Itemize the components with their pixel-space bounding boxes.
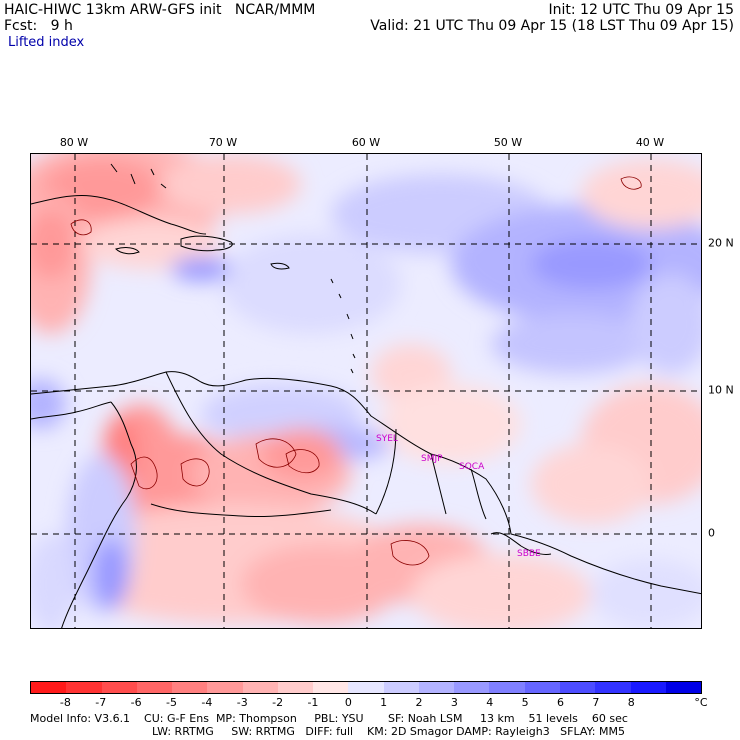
colorbar-swatch [313, 682, 349, 693]
forecast-hour: Fcst: 9 h [4, 18, 73, 34]
colorbar-tick-label: 5 [521, 696, 529, 709]
colorbar-unit: °C [694, 696, 708, 709]
colorbar-swatch [489, 682, 525, 693]
colorbar-swatch [595, 682, 631, 693]
colorbar-swatch [31, 682, 67, 693]
init-time: Init: 12 UTC Thu 09 Apr 15 [548, 2, 734, 18]
colorbar-tick-label: -4 [201, 696, 213, 709]
map-canvas: SYEL SMJP SOCA SBBE [31, 154, 701, 628]
lon-label-70w: 70 W [208, 136, 238, 149]
colorbar-tick-label: 1 [380, 696, 388, 709]
field-name: Lifted index [8, 35, 85, 50]
colorbar-swatch [630, 682, 666, 693]
colorbar-tick-label: -6 [130, 696, 142, 709]
lon-label-40w: 40 W [635, 136, 665, 149]
colorbar-tick-label: -8 [59, 696, 71, 709]
colorbar-tick-label: 3 [450, 696, 458, 709]
station-smjp: SMJP [421, 454, 443, 464]
colorbar-tick-label: 2 [415, 696, 423, 709]
lat-label-0: 0 [708, 526, 715, 540]
colorbar-swatch [383, 682, 419, 693]
lifted-index-map: SYEL SMJP SOCA SBBE [30, 153, 702, 629]
lon-label-50w: 50 W [493, 136, 523, 149]
colorbar-swatch [172, 682, 208, 693]
colorbar-tick-label: -1 [307, 696, 319, 709]
colorbar-tick-label: 0 [344, 696, 352, 709]
colorbar-swatch [277, 682, 314, 693]
lat-label-10n: 10 N [708, 383, 734, 397]
colorbar-swatch [66, 682, 102, 693]
colorbar [30, 681, 702, 694]
model-info-line2: LW: RRTMG SW: RRTMG DIFF: full KM: 2D Sm… [152, 725, 625, 738]
colorbar-swatch [101, 682, 137, 693]
colorbar-tick-label: -3 [236, 696, 248, 709]
colorbar-tick-label: 4 [486, 696, 494, 709]
colorbar-swatch [524, 682, 560, 693]
station-sbbe: SBBE [517, 549, 541, 559]
colorbar-tick-label: -2 [272, 696, 284, 709]
colorbar-tick-label: -7 [95, 696, 107, 709]
colorbar-swatch [136, 682, 173, 693]
station-syel: SYEL [376, 434, 398, 444]
lat-label-20n: 20 N [708, 236, 734, 250]
colorbar-swatch [207, 682, 243, 693]
model-title: HAIC-HIWC 13km ARW-GFS init NCAR/MMM [4, 2, 316, 18]
colorbar-swatch [454, 682, 490, 693]
colorbar-swatch [418, 682, 455, 693]
valid-time: Valid: 21 UTC Thu 09 Apr 15 (18 LST Thu … [370, 18, 734, 34]
model-info-line1: Model Info: V3.6.1 CU: G-F Ens MP: Thomp… [30, 712, 628, 725]
colorbar-swatch [242, 682, 278, 693]
station-soca: SOCA [459, 462, 485, 472]
colorbar-tick-label: 8 [627, 696, 635, 709]
colorbar-tick-label: 7 [592, 696, 600, 709]
lon-label-60w: 60 W [351, 136, 381, 149]
colorbar-tick-label: 6 [557, 696, 565, 709]
colorbar-swatch [348, 682, 384, 693]
colorbar-swatch [665, 682, 702, 693]
colorbar-tick-label: -5 [165, 696, 177, 709]
colorbar-swatch [559, 682, 596, 693]
lon-label-80w: 80 W [59, 136, 89, 149]
